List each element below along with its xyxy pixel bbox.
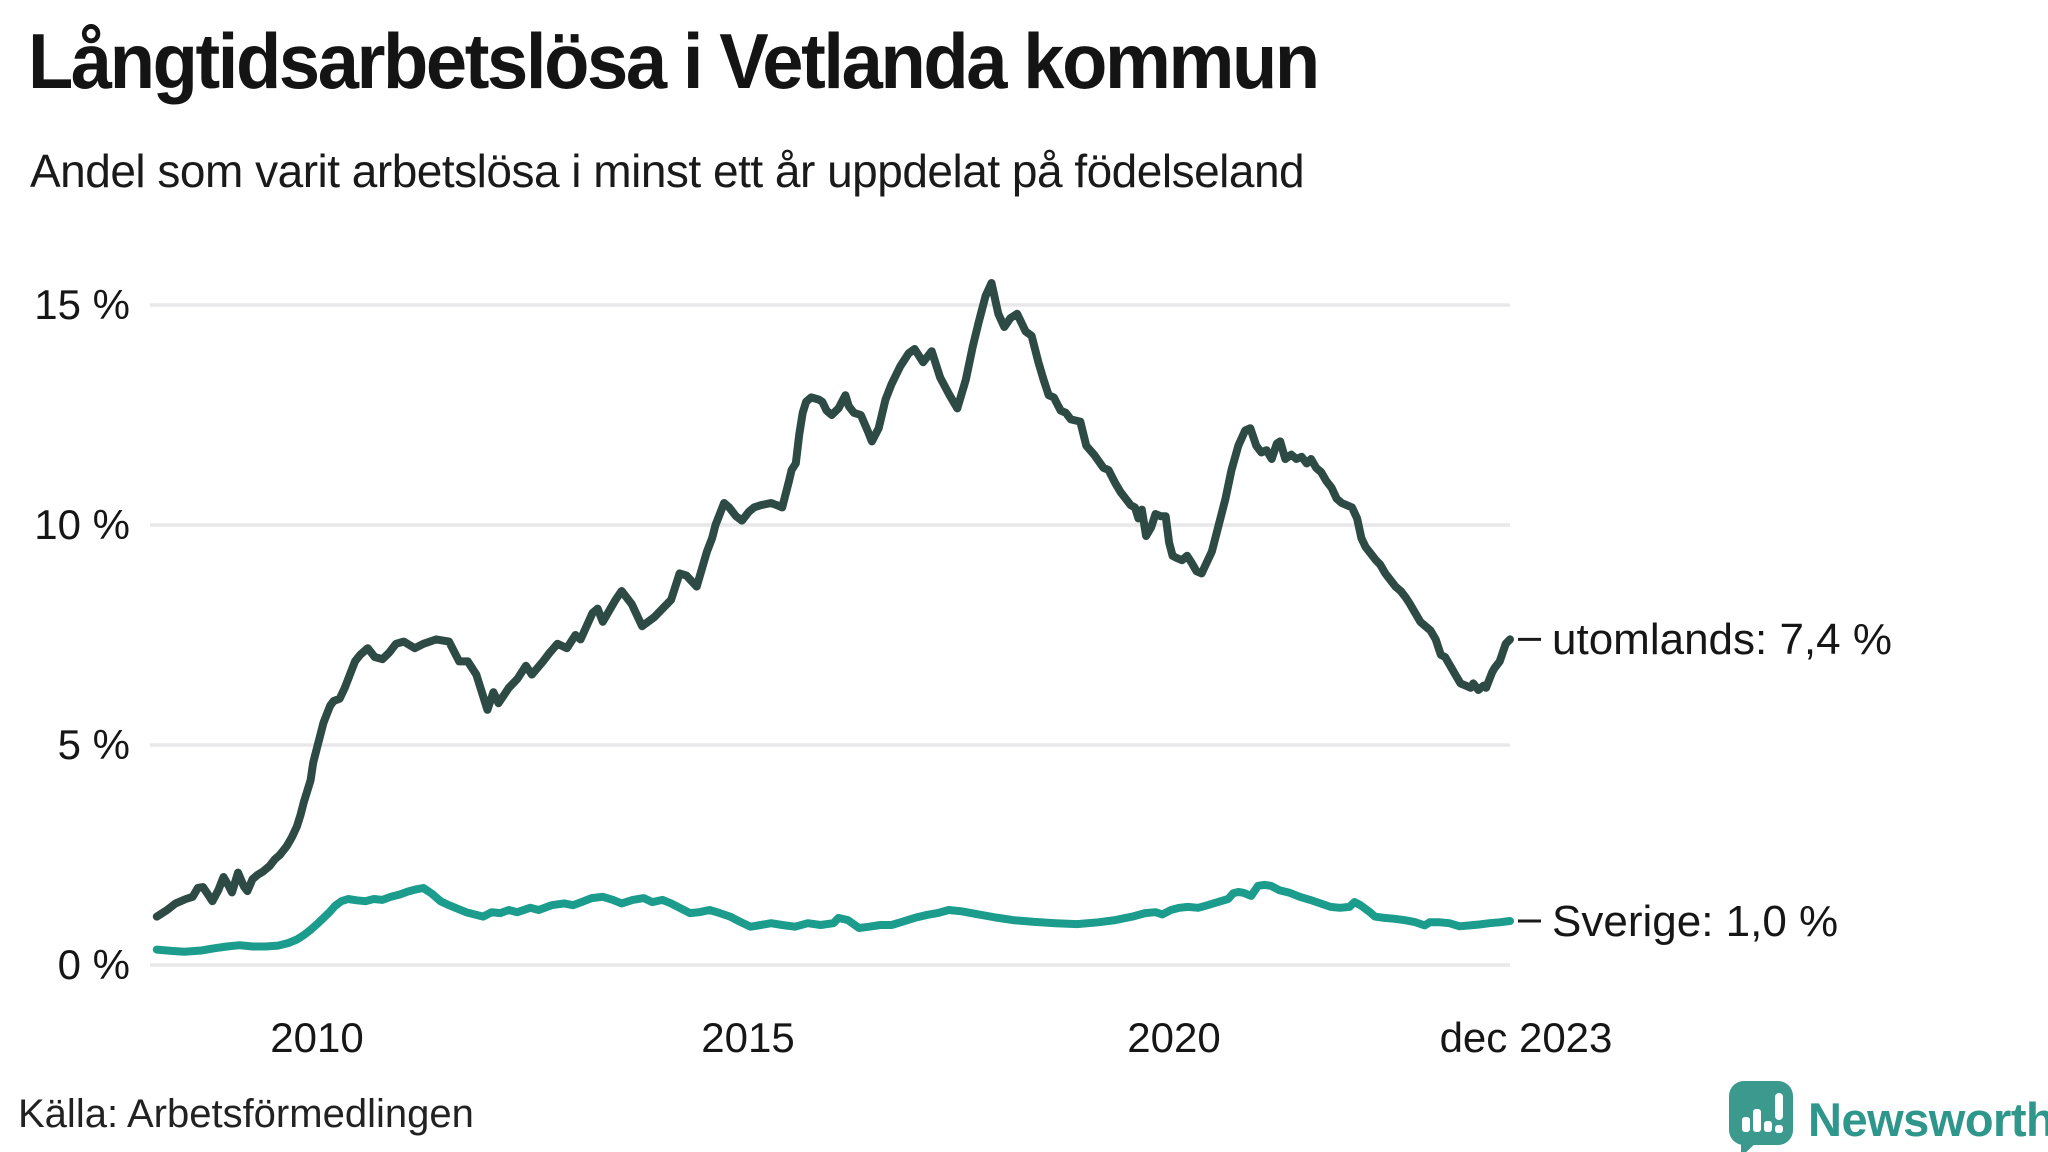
newsworthy-logo-text: Newsworthy — [1808, 1092, 2048, 1146]
newsworthy-speech-bubble-chart-icon — [1728, 1080, 1794, 1152]
x-axis-tick-2015: 2015 — [701, 1014, 795, 1061]
series-line-utomlands — [152, 279, 1514, 921]
y-axis-tick-0: 0 % — [57, 941, 130, 988]
page-subtitle: Andel som varit arbetslösa i minst ett å… — [30, 145, 1305, 197]
source-note: Källa: Arbetsförmedlingen — [18, 1092, 474, 1136]
page-title: Långtidsarbetslösa i Vetlanda kommun — [28, 17, 1320, 105]
series-line-sverige — [152, 880, 1514, 956]
y-axis-tick-15: 15 % — [34, 281, 130, 328]
x-axis-tick-dec2023: dec 2023 — [1439, 1014, 1613, 1061]
x-axis-tick-2010: 2010 — [270, 1014, 364, 1061]
series-label-utomlands: utomlands: 7,4 % — [1552, 615, 1892, 664]
y-axis-tick-5: 5 % — [57, 721, 130, 768]
y-axis-tick-10: 10 % — [34, 501, 130, 548]
newsworthy-logo[interactable]: Newsworthy — [1728, 1080, 2048, 1152]
series-label-sverige: Sverige: 1,0 % — [1552, 897, 1839, 946]
x-axis-tick-2020: 2020 — [1127, 1014, 1221, 1061]
